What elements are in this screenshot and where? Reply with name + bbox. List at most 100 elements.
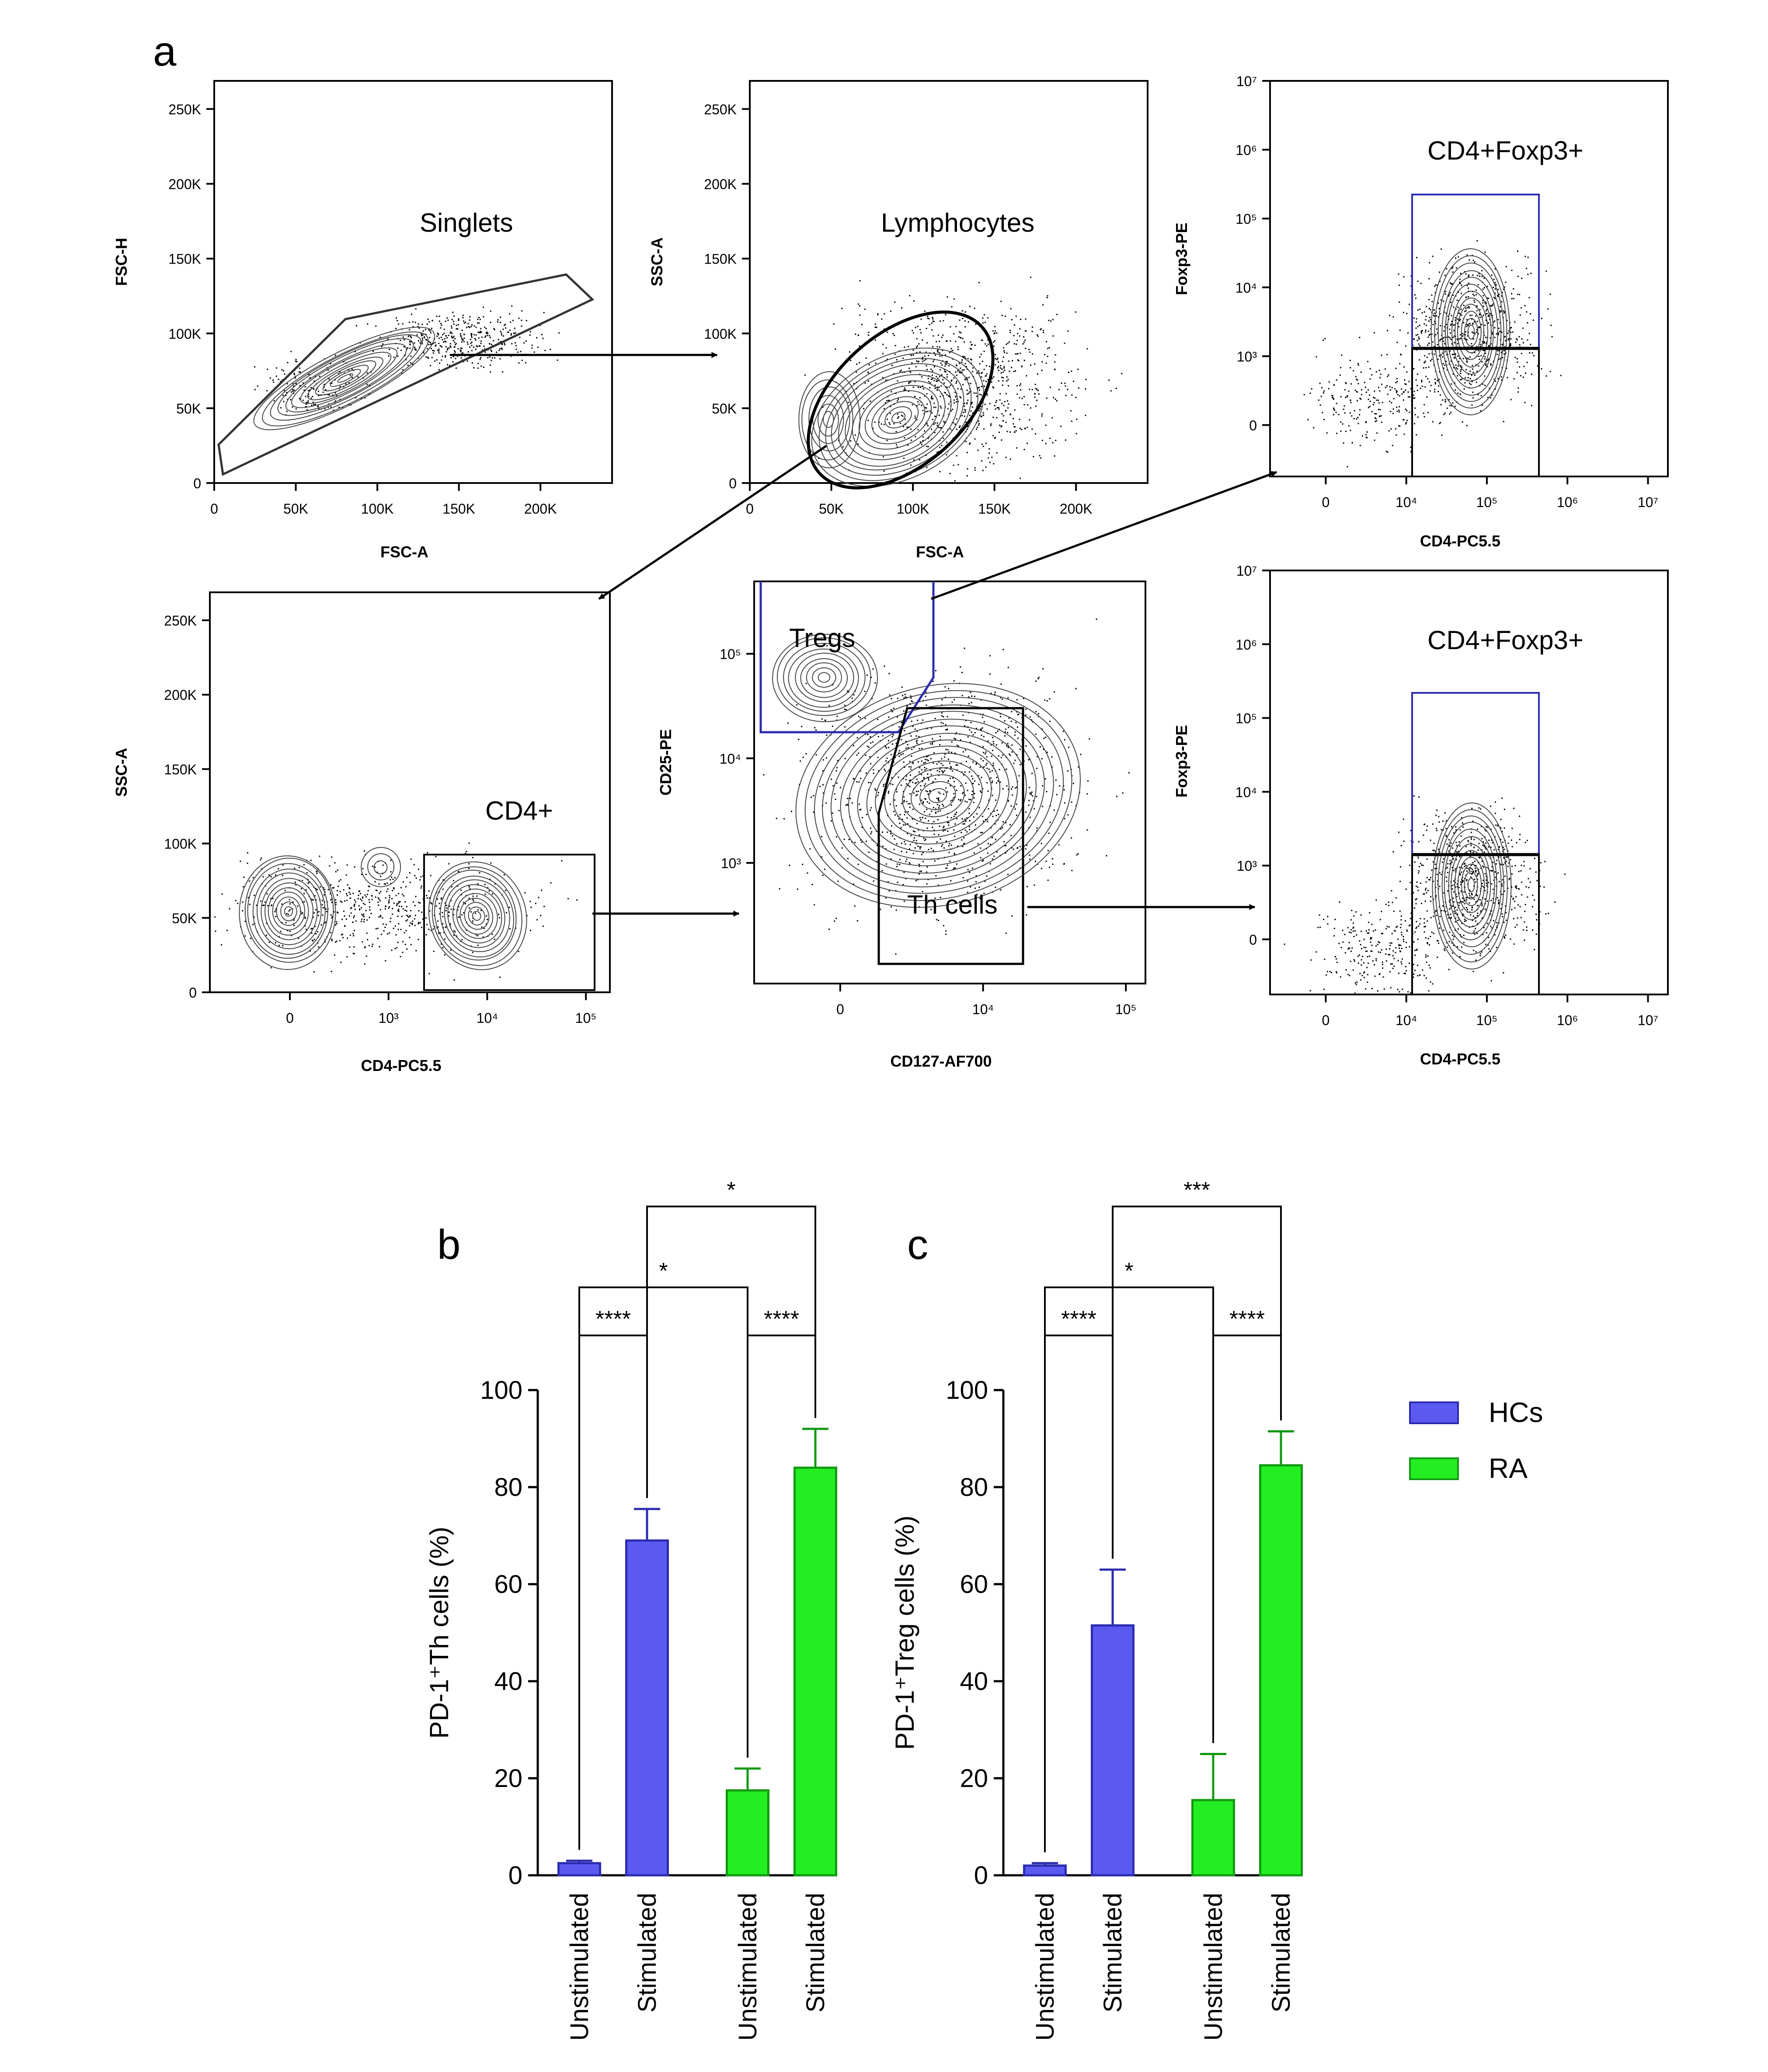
lymphocytes-contour xyxy=(852,380,946,456)
foxp3-tregs-ytick-label: 10³ xyxy=(1237,349,1257,365)
cd4-neg-contour xyxy=(284,906,293,917)
foxp3-tregs-ytick-label: 0 xyxy=(1249,417,1257,433)
cd4-pos-contour xyxy=(472,911,481,921)
foxp3-th-contour xyxy=(1432,802,1512,970)
bar-c-ra-stimulated xyxy=(1259,1464,1303,1877)
bar-c-category-label: Stimulated xyxy=(1267,1893,1295,2013)
cd4-pos-contour xyxy=(428,861,527,970)
lymphocytes-debris-contour xyxy=(823,411,834,428)
cd4-neg-contour xyxy=(252,869,326,955)
bar-b-ra-unstimulated xyxy=(726,1789,769,1877)
gate-label-cd4: CD4+ xyxy=(485,796,553,825)
singlets-contour xyxy=(291,347,398,408)
singlets-frame xyxy=(213,80,613,484)
singlets-xtick-label: 100K xyxy=(361,501,394,517)
legend-swatch-hcs xyxy=(1409,1401,1459,1424)
cd25-ytick-label: 10⁵ xyxy=(720,647,741,662)
foxp3-th-ytick-label: 0 xyxy=(1249,932,1257,948)
flow-panel-cd4: 0 10³ 10⁴ 10⁵ 0 50K 100K 150K 200K 250K CD4-PC5.5 S… xyxy=(112,591,611,1074)
cd25-xlabel: CD127-AF700 xyxy=(890,1052,992,1070)
cd4-xtick-label: 10⁴ xyxy=(477,1010,498,1026)
bar-chart-c: c 0 20 40 60 80 100 PD-1⁺Treg cells (%) Unstimul… xyxy=(890,1178,1303,2041)
singlets-contour xyxy=(262,331,429,427)
singlets-xtick-label: 50K xyxy=(283,501,308,517)
singlets-contour xyxy=(307,356,383,400)
singlets-contour xyxy=(322,365,369,392)
cd4-pos-contour xyxy=(434,869,517,961)
cd4-ytick-label: 50K xyxy=(172,911,197,926)
lymphocytes-ytick-label: 100K xyxy=(704,326,737,342)
cd25-xtick-label: 0 xyxy=(836,1001,844,1017)
foxp3-tregs-ytick-label: 10⁷ xyxy=(1236,73,1257,89)
lymphocytes-contour xyxy=(825,358,972,476)
lymphocytes-debris-contour xyxy=(818,403,839,437)
foxp3-th-ytick-label: 10⁵ xyxy=(1236,711,1257,727)
bar-c-sig-label: **** xyxy=(1061,1307,1096,1332)
foxp3-th-ylabel: Foxp3-PE xyxy=(1173,725,1190,797)
foxp3-th-contour xyxy=(1461,863,1482,906)
cd4-pos-contour xyxy=(456,893,498,939)
gating-arrows xyxy=(450,352,1277,917)
bar-b-sig-bracket xyxy=(578,1286,748,1850)
cd25-tregs-contour xyxy=(772,634,878,723)
foxp3-th-xtick-label: 0 xyxy=(1322,1012,1330,1028)
cd4-mono-contour xyxy=(361,847,401,887)
cd25-th-contour xyxy=(884,753,992,838)
cd4-pos-contour xyxy=(432,866,522,966)
bar-c-category-label: Unstimulated xyxy=(1199,1893,1228,2041)
singlets-ytick-label: 100K xyxy=(168,326,201,342)
cd25-tregs-contour xyxy=(783,643,866,712)
bar-charts-layer: b 0 20 40 60 80 100 PD-1⁺Th cells (%) Unstimulat… xyxy=(425,1178,1303,2041)
flow-panel-foxp3-th: 0 10⁴ 10⁵ 10⁶ 10⁷ 0 10³ 10⁴ 10⁵ 10⁶ 10⁷ CD4-PC5.5 Fo… xyxy=(1173,563,1669,1068)
lymphocytes-ytick-label: 150K xyxy=(704,251,737,267)
cd4-xlabel: CD4-PC5.5 xyxy=(361,1057,441,1074)
cd25-th-contour xyxy=(875,745,1000,845)
singlets-ytick-label: 150K xyxy=(168,251,201,267)
gate-label-singlets: Singlets xyxy=(420,208,513,237)
bar-b-ytick-label: 0 xyxy=(508,1861,522,1890)
foxp3-th-ytick-label: 10³ xyxy=(1237,858,1257,874)
legend-label-hcs: HCs xyxy=(1489,1397,1543,1428)
bar-c-ytick-label: 80 xyxy=(960,1473,988,1502)
bar-b-category-label: Unstimulated xyxy=(565,1893,594,2041)
lymphocytes-xlabel: FSC-A xyxy=(916,543,964,561)
foxp3-tregs-contour xyxy=(1447,283,1494,382)
foxp3-tregs-xlabel: CD4-PC5.5 xyxy=(1420,532,1500,550)
cd25-xtick-label: 10⁴ xyxy=(972,1001,994,1017)
singlets-low-events xyxy=(254,351,372,419)
foxp3-th-contour xyxy=(1457,857,1485,913)
cd25-th-contour xyxy=(919,781,956,810)
bar-c-ytick-label: 40 xyxy=(960,1667,988,1696)
gate-label-foxp3-th: CD4+Foxp3+ xyxy=(1427,626,1584,655)
bar-c-ytick-label: 20 xyxy=(960,1764,988,1793)
cd25-th-contour xyxy=(814,697,1064,894)
foxp3-tregs-xtick-label: 10⁴ xyxy=(1396,494,1417,510)
cd25-tregs-contour xyxy=(800,658,848,698)
lymphocytes-ylabel: SSC-A xyxy=(648,237,666,286)
cd25-tregs-contour xyxy=(776,637,871,716)
cd25-gate-th xyxy=(877,707,1024,965)
cd25-tregs-contour xyxy=(812,667,836,688)
cd4-ytick-label: 100K xyxy=(164,836,197,852)
cd4-xtick-label: 0 xyxy=(286,1010,294,1026)
cd25-xtick-label: 10⁵ xyxy=(1115,1001,1137,1017)
lymphocytes-contour xyxy=(858,385,939,450)
foxp3-th-xtick-label: 10⁷ xyxy=(1638,1012,1658,1028)
foxp3-tregs-ytick-label: 10⁴ xyxy=(1236,280,1257,296)
bar-c-ylabel: PD-1⁺Treg cells (%) xyxy=(890,1516,919,1750)
lymphocytes-contour xyxy=(878,401,919,434)
cd4-neg-contour xyxy=(261,878,318,946)
singlets-contour xyxy=(277,338,414,416)
cd25-th-contour xyxy=(911,774,965,817)
cd25-tregs-contour xyxy=(788,648,859,708)
foxp3-tregs-xtick-label: 10⁷ xyxy=(1638,494,1658,510)
foxp3-th-contour xyxy=(1454,850,1488,920)
lymphocytes-ytick-label: 50K xyxy=(712,401,737,417)
foxp3-tregs-contour xyxy=(1461,311,1482,354)
foxp3-th-low-events xyxy=(1284,890,1477,994)
bar-c-ytick-label: 0 xyxy=(974,1861,988,1890)
foxp3-tregs-xtick-label: 0 xyxy=(1322,494,1330,510)
foxp3-tregs-ytick-label: 10⁶ xyxy=(1236,142,1257,158)
foxp3-th-ytick-label: 10⁴ xyxy=(1236,784,1257,800)
